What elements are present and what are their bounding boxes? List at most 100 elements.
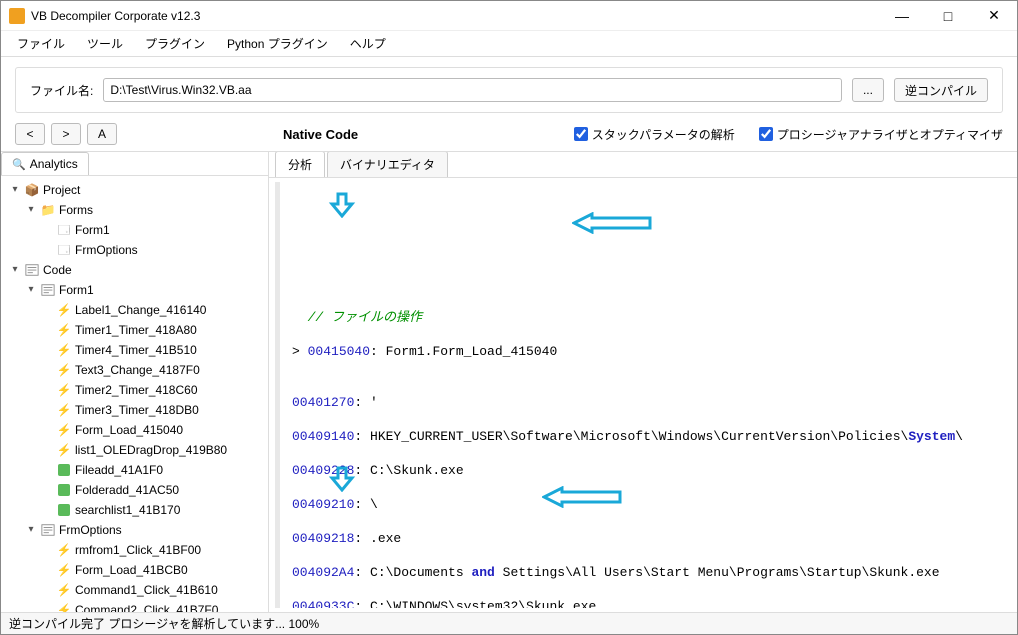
check-stack-params-box[interactable] <box>574 127 588 141</box>
body-split: Analytics ▾ Project ▾ <box>1 151 1017 612</box>
nav-a-button[interactable]: A <box>87 123 117 145</box>
procedure-icon <box>56 482 72 498</box>
event-icon <box>56 582 72 598</box>
tree-code-frmoptions[interactable]: ▾ FrmOptions <box>23 520 266 540</box>
tree-item-label: rmfrom1_Click_41BF00 <box>75 540 201 560</box>
code-icon <box>40 282 56 298</box>
statusbar: 逆コンパイル完了 プロシージャを解析しています... 100% <box>1 612 1017 634</box>
menu-python-plugins[interactable]: Python プラグイン <box>217 31 338 56</box>
tree-item-label: Text3_Change_4187F0 <box>75 360 200 380</box>
tree-item[interactable]: searchlist1_41B170 <box>39 500 266 520</box>
tree-item-label: Fileadd_41A1F0 <box>75 460 163 480</box>
analytics-icon <box>12 157 26 171</box>
event-icon <box>56 542 72 558</box>
code-line: 00409218: .exe <box>292 530 999 547</box>
navbar: < > A Native Code スタックパラメータの解析 プロシージャアナラ… <box>1 119 1017 151</box>
menu-help[interactable]: ヘルプ <box>340 31 396 56</box>
decompile-button[interactable]: 逆コンパイル <box>894 78 988 102</box>
tree-code[interactable]: ▾ Code <box>7 260 266 280</box>
window-title: VB Decompiler Corporate v12.3 <box>31 9 879 23</box>
chevron-down-icon: ▾ <box>9 260 21 280</box>
event-icon <box>56 562 72 578</box>
menu-tools[interactable]: ツール <box>77 31 133 56</box>
tree-form1-label: Form1 <box>75 220 110 240</box>
tree-frmoptions-label: FrmOptions <box>75 240 138 260</box>
tree-item[interactable]: Label1_Change_416140 <box>39 300 266 320</box>
code-icon <box>40 522 56 538</box>
tree-item[interactable]: rmfrom1_Click_41BF00 <box>39 540 266 560</box>
chevron-down-icon: ▾ <box>25 280 37 300</box>
tree-item[interactable]: Form_Load_415040 <box>39 420 266 440</box>
options-checks: スタックパラメータの解析 プロシージャアナライザとオプティマイザ <box>574 126 1003 143</box>
check-proc-analyzer[interactable]: プロシージャアナライザとオプティマイザ <box>759 126 1003 143</box>
tree-item-label: Timer2_Timer_418C60 <box>75 380 198 400</box>
chevron-down-icon: ▾ <box>25 520 37 540</box>
event-icon <box>56 602 72 612</box>
tree-item[interactable]: Fileadd_41A1F0 <box>39 460 266 480</box>
tree-forms-label: Forms <box>59 200 93 220</box>
minimize-button[interactable]: ― <box>879 1 925 31</box>
sidebar-tabs: Analytics <box>1 152 268 176</box>
tree-item[interactable]: Timer3_Timer_418DB0 <box>39 400 266 420</box>
tree-code-form1-label: Form1 <box>59 280 94 300</box>
filepath-input[interactable] <box>103 78 842 102</box>
tree-forms[interactable]: ▾ Forms <box>23 200 266 220</box>
chevron-down-icon: ▾ <box>25 200 37 220</box>
check-proc-analyzer-box[interactable] <box>759 127 773 141</box>
tree-code-label: Code <box>43 260 72 280</box>
tree-item[interactable]: Text3_Change_4187F0 <box>39 360 266 380</box>
tree-item[interactable]: Timer2_Timer_418C60 <box>39 380 266 400</box>
menu-plugins[interactable]: プラグイン <box>135 31 215 56</box>
tree-project[interactable]: ▾ Project <box>7 180 266 200</box>
code-comment: // ファイルの操作 <box>292 309 999 326</box>
tree-item-label: Label1_Change_416140 <box>75 300 206 320</box>
tab-analytics-label: Analytics <box>30 157 78 171</box>
browse-button[interactable]: ... <box>852 78 884 102</box>
menu-file[interactable]: ファイル <box>7 31 75 56</box>
tree-item[interactable]: Timer4_Timer_41B510 <box>39 340 266 360</box>
code-line: 0040933C: C:\WINDOWS\system32\Skunk.exe <box>292 598 999 608</box>
event-icon <box>56 382 72 398</box>
filebar: ファイル名: ... 逆コンパイル <box>15 67 1003 113</box>
nav-forward-button[interactable]: > <box>51 123 81 145</box>
check-proc-analyzer-label: プロシージャアナライザとオプティマイザ <box>777 126 1003 143</box>
tree-code-form1[interactable]: ▾ Form1 <box>23 280 266 300</box>
tree-item[interactable]: Folderadd_41AC50 <box>39 480 266 500</box>
chevron-down-icon: ▾ <box>9 180 21 200</box>
folder-icon <box>40 202 56 218</box>
sidebar: Analytics ▾ Project ▾ <box>1 152 269 612</box>
tree-frmoptions[interactable]: FrmOptions <box>39 240 266 260</box>
tree-item-label: Command1_Click_41B610 <box>75 580 218 600</box>
code-line: 00409228: C:\Skunk.exe <box>292 462 999 479</box>
tree-item[interactable]: Form_Load_41BCB0 <box>39 560 266 580</box>
tree-item[interactable]: Command1_Click_41B610 <box>39 580 266 600</box>
code-view[interactable]: // ファイルの操作 > 00415040: Form1.Form_Load_4… <box>275 182 1011 608</box>
tree-item[interactable]: Timer1_Timer_418A80 <box>39 320 266 340</box>
tab-binary-editor[interactable]: バイナリエディタ <box>327 152 448 177</box>
event-icon <box>56 302 72 318</box>
close-button[interactable]: ✕ <box>971 1 1017 31</box>
nav-back-button[interactable]: < <box>15 123 45 145</box>
tree-item[interactable]: list1_OLEDragDrop_419B80 <box>39 440 266 460</box>
tree-code-frmoptions-label: FrmOptions <box>59 520 122 540</box>
tree-project-label: Project <box>43 180 80 200</box>
tab-analytics[interactable]: Analytics <box>1 152 89 175</box>
code-line: 00401270: ' <box>292 394 999 411</box>
form-icon <box>56 242 72 258</box>
project-icon <box>24 182 40 198</box>
window-buttons: ― □ ✕ <box>879 1 1017 31</box>
main-tabs: 分析 バイナリエディタ <box>269 152 1017 178</box>
maximize-button[interactable]: □ <box>925 1 971 31</box>
project-tree[interactable]: ▾ Project ▾ Forms Form1 <box>1 176 268 612</box>
annotation-arrow-left-1 <box>572 212 652 234</box>
code-line: 00409210: \ <box>292 496 999 513</box>
tab-analysis[interactable]: 分析 <box>275 152 325 177</box>
code-line: > 00415040: Form1.Form_Load_415040 <box>292 343 999 360</box>
procedure-icon <box>56 462 72 478</box>
tree-item[interactable]: Command2_Click_41B7F0 <box>39 600 266 612</box>
tree-form1[interactable]: Form1 <box>39 220 266 240</box>
event-icon <box>56 362 72 378</box>
event-icon <box>56 322 72 338</box>
titlebar: VB Decompiler Corporate v12.3 ― □ ✕ <box>1 1 1017 31</box>
check-stack-params[interactable]: スタックパラメータの解析 <box>574 126 735 143</box>
